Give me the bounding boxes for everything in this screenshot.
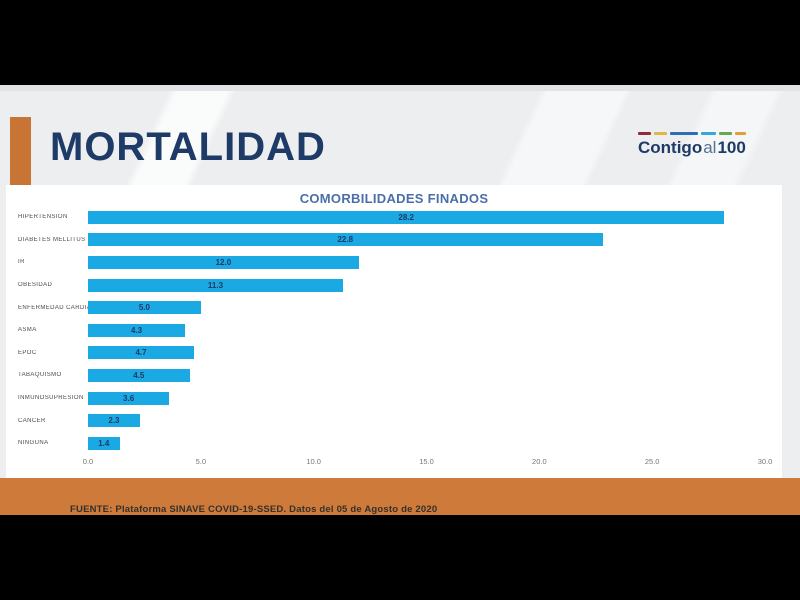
chart-rows: HIPERTENSION 28.2 DIABETES MELLITUS 22.8 IR 1…	[6, 206, 782, 455]
letterbox-top	[0, 0, 800, 85]
chart-row: ASMA 4.3	[6, 319, 782, 342]
logo-dash	[670, 131, 698, 135]
bar-value-label: 4.7	[135, 348, 147, 358]
bar-value-label: 3.6	[123, 393, 135, 403]
slide: MORTALIDAD Contigoal100 COMORBILIDADES F…	[0, 85, 800, 515]
chart-row: DIABETES MELLITUS 22.8	[6, 229, 782, 252]
logo-word-main: Contigo	[638, 138, 703, 157]
footer-band: FUENTE: Plataforma SINAVE COVID-19-SSED.…	[0, 478, 800, 515]
chart-title: COMORBILIDADES FINADOS	[299, 191, 489, 206]
bar-value-label: 5.0	[138, 303, 150, 313]
slide-top-strip	[0, 85, 800, 91]
bar-track: 11.3	[88, 278, 765, 292]
x-axis-tick: 0.0	[82, 457, 94, 466]
logo-dash	[654, 131, 667, 135]
x-axis-tick: 10.0	[306, 457, 321, 466]
category-label: IR	[18, 259, 25, 266]
bar: 1.4	[88, 436, 120, 450]
logo-word-mid: al	[703, 138, 717, 157]
chart-row: EPOC 4.7	[6, 342, 782, 365]
bar-value-label: 1.4	[98, 438, 110, 448]
logo-dash	[701, 131, 716, 135]
chart-row: TABAQUISMO 4.5	[6, 364, 782, 387]
page-title: MORTALIDAD	[50, 125, 326, 169]
x-axis-tick: 20.0	[532, 457, 547, 466]
bar: 28.2	[88, 210, 725, 224]
logo-dashes	[638, 131, 750, 135]
category-label: NINGUNA	[18, 440, 49, 447]
bar: 4.3	[88, 323, 186, 337]
bar-chart: COMORBILIDADES FINADOS HIPERTENSION 28.2 D…	[6, 185, 782, 478]
x-axis-tick: 30.0	[757, 457, 773, 466]
bar-value-label: 4.5	[133, 370, 145, 380]
logo-text: Contigoal100	[638, 138, 750, 158]
x-axis: 0.0 5.0 10.0 15.0 20.0 25.0 30.0	[83, 457, 773, 469]
contigo-al-100-logo: Contigoal100	[638, 131, 750, 158]
bar-track: 2.3	[88, 414, 765, 428]
bar-track: 3.6	[88, 391, 765, 405]
bar-value-label: 11.3	[207, 280, 224, 290]
category-label: ASMA	[18, 327, 37, 334]
bar-track: 28.2	[88, 210, 765, 224]
bar: 4.5	[88, 368, 190, 382]
orange-accent-rect	[10, 117, 31, 185]
category-label: DIABETES MELLITUS	[18, 236, 86, 243]
letterbox-bottom	[0, 515, 800, 600]
chart-row: INMUNOSUPRESION 3.6	[6, 387, 782, 410]
bar-value-label: 12.0	[215, 257, 232, 267]
chart-row: OBESIDAD 11.3	[6, 274, 782, 297]
bar: 12.0	[88, 255, 359, 269]
bar-value-label: 22.8	[337, 235, 354, 245]
bar-track: 22.8	[88, 233, 765, 247]
source-text: FUENTE: Plataforma SINAVE COVID-19-SSED.…	[70, 504, 438, 515]
chart-row: NINGUNA 1.4	[6, 432, 782, 455]
bar-track: 4.3	[88, 323, 765, 337]
logo-dash	[735, 131, 746, 135]
bar-track: 4.5	[88, 368, 765, 382]
bar: 3.6	[88, 391, 170, 405]
chart-row: CANCER 2.3	[6, 409, 782, 432]
category-label: ENFERMEDAD CARDIACA	[18, 304, 88, 311]
category-label: HIPERTENSION	[18, 214, 68, 221]
bar: 11.3	[88, 278, 343, 292]
category-label: CANCER	[18, 417, 46, 424]
bar-value-label: 4.3	[130, 325, 143, 335]
category-label: INMUNOSUPRESION	[18, 395, 84, 402]
bar: 2.3	[88, 414, 140, 428]
category-label: OBESIDAD	[18, 282, 53, 289]
bar-track: 1.4	[88, 436, 765, 450]
bar: 4.7	[88, 346, 195, 360]
x-axis-tick: 5.0	[195, 457, 207, 466]
x-axis-tick: 15.0	[419, 457, 434, 466]
logo-dash	[719, 131, 732, 135]
chart-row: IR 12.0	[6, 251, 782, 274]
bar-track: 12.0	[88, 255, 765, 269]
bar-track: 4.7	[88, 346, 765, 360]
slide-header: MORTALIDAD Contigoal100	[0, 91, 800, 185]
chart-row: ENFERMEDAD CARDIACA 5.0	[6, 296, 782, 319]
bar-track: 5.0	[88, 301, 765, 315]
logo-dash	[638, 131, 651, 135]
bar-value-label: 2.3	[108, 416, 120, 426]
logo-word-num: 100	[717, 138, 746, 157]
bar: 5.0	[88, 301, 201, 315]
category-label: EPOC	[18, 349, 37, 356]
bar-value-label: 28.2	[398, 212, 414, 222]
x-axis-tick: 25.0	[644, 457, 660, 466]
chart-row: HIPERTENSION 28.2	[6, 206, 782, 229]
bar: 22.8	[88, 233, 603, 247]
category-label: TABAQUISMO	[18, 372, 62, 379]
